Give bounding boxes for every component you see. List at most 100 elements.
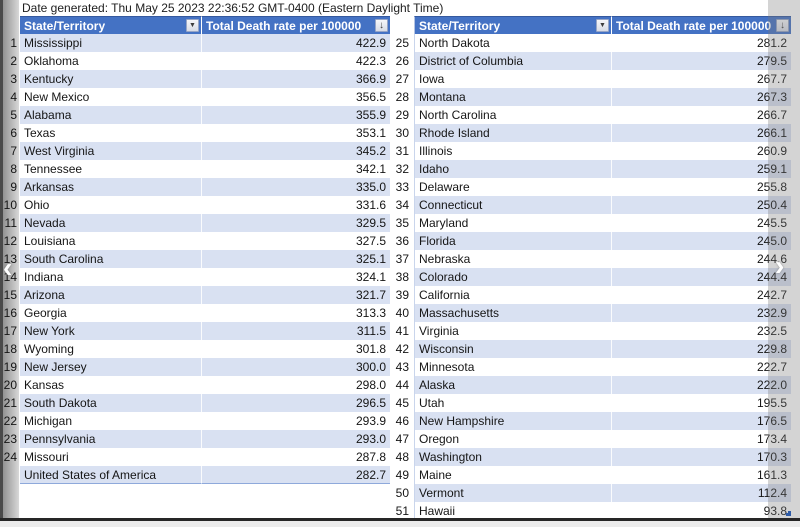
state-name-cell[interactable]: Minnesota [414, 358, 612, 376]
death-rate-cell[interactable]: 327.5 [355, 234, 386, 248]
state-name-cell[interactable]: Maine [414, 466, 612, 484]
state-name-cell[interactable]: Wisconsin [414, 340, 612, 358]
state-name-cell[interactable]: Oregon [414, 430, 612, 448]
state-name-cell[interactable]: Nevada [20, 214, 202, 232]
death-rate-cell[interactable]: 255.8 [756, 180, 787, 194]
death-rate-cell[interactable]: 313.3 [355, 306, 386, 320]
row-number[interactable]: 24 [3, 450, 17, 464]
row-number[interactable]: 11 [4, 216, 17, 230]
row-number[interactable]: 42 [390, 340, 414, 358]
state-name-cell[interactable]: Pennsylvania [20, 430, 202, 448]
state-name-cell[interactable]: South Dakota [20, 394, 202, 412]
state-name-cell[interactable]: Connecticut [414, 196, 612, 214]
row-number[interactable]: 39 [390, 286, 414, 304]
state-name-cell[interactable]: Vermont [414, 484, 612, 502]
death-rate-cell[interactable]: 245.5 [756, 216, 787, 230]
row-number[interactable]: 43 [390, 358, 414, 376]
state-name-cell[interactable]: Texas [20, 124, 202, 142]
death-rate-cell[interactable]: 422.3 [355, 54, 386, 68]
death-rate-cell[interactable]: 353.1 [355, 126, 386, 140]
row-number[interactable]: 21 [3, 396, 17, 410]
state-name-cell[interactable]: Nebraska [414, 250, 612, 268]
state-name-cell[interactable]: Kansas [20, 376, 202, 394]
state-name-cell[interactable]: Massachusetts [414, 304, 612, 322]
death-rate-cell[interactable]: 335.0 [202, 178, 390, 196]
state-name-cell[interactable]: New Mexico [20, 88, 202, 106]
row-number[interactable]: 45 [390, 394, 414, 412]
state-name-cell[interactable]: Utah [414, 394, 612, 412]
death-rate-cell[interactable]: 325.1 [202, 250, 390, 268]
state-name-cell[interactable]: West Virginia [20, 142, 202, 160]
row-number[interactable]: 29 [390, 106, 414, 124]
death-rate-cell[interactable]: 311.5 [202, 322, 390, 340]
state-name-cell[interactable]: Illinois [414, 142, 612, 160]
state-name-cell[interactable]: Wyoming [20, 340, 202, 358]
next-arrow-icon[interactable]: › [775, 250, 785, 281]
death-rate-cell[interactable]: 266.1 [612, 124, 791, 142]
row-number[interactable]: 16 [3, 306, 17, 320]
state-name-cell[interactable]: New Hampshire [414, 412, 612, 430]
death-rate-cell[interactable]: 250.4 [612, 196, 791, 214]
state-name-cell[interactable]: Maryland [414, 214, 612, 232]
death-rate-cell[interactable]: 329.5 [202, 214, 390, 232]
death-rate-cell[interactable]: 287.8 [355, 450, 386, 464]
row-number[interactable]: 5 [10, 108, 17, 122]
death-rate-cell[interactable]: 170.3 [612, 448, 791, 466]
state-territory-header[interactable]: State/Territory ▼ [20, 16, 202, 34]
state-name-cell[interactable]: Virginia [414, 322, 612, 340]
row-number[interactable]: 33 [390, 178, 414, 196]
row-number[interactable]: 2 [10, 54, 17, 68]
state-name-cell[interactable]: Ohio [20, 196, 202, 214]
state-name-cell[interactable]: Montana [414, 88, 612, 106]
table-resize-handle[interactable] [786, 511, 791, 516]
row-number[interactable]: 10 [3, 198, 17, 212]
sort-descending-filter-icon[interactable]: ↓ [375, 19, 388, 32]
row-number[interactable]: 13 [3, 252, 17, 266]
row-number[interactable] [3, 466, 20, 484]
row-number[interactable]: 46 [390, 412, 414, 430]
state-name-cell[interactable]: Rhode Island [414, 124, 612, 142]
row-number[interactable]: 34 [390, 196, 414, 214]
row-number[interactable]: 28 [390, 88, 414, 106]
row-number[interactable]: 47 [390, 430, 414, 448]
death-rate-cell[interactable]: 298.0 [355, 378, 386, 392]
death-rate-cell[interactable]: 422.9 [202, 34, 390, 52]
death-rate-cell[interactable]: 301.8 [355, 342, 386, 356]
death-rate-cell[interactable]: 267.3 [612, 88, 791, 106]
death-rate-cell[interactable]: 355.9 [202, 106, 390, 124]
state-name-cell[interactable]: Alabama [20, 106, 202, 124]
death-rate-cell[interactable]: 293.0 [202, 430, 390, 448]
row-number[interactable]: 22 [3, 414, 17, 428]
death-rate-cell[interactable]: 173.4 [756, 432, 787, 446]
row-number[interactable]: 26 [390, 52, 414, 70]
death-rate-header[interactable]: Total Death rate per 100000 ↓ [202, 16, 390, 34]
death-rate-cell[interactable]: 112.4 [612, 484, 791, 502]
state-name-cell[interactable]: Delaware [414, 178, 612, 196]
death-rate-cell[interactable]: 321.7 [202, 286, 390, 304]
state-name-cell[interactable]: New Jersey [20, 358, 202, 376]
state-name-cell[interactable]: Colorado [414, 268, 612, 286]
row-number[interactable]: 48 [390, 448, 414, 466]
state-name-cell[interactable]: Idaho [414, 160, 612, 178]
death-rate-cell[interactable]: 281.2 [756, 36, 787, 50]
row-number[interactable]: 20 [3, 378, 17, 392]
death-rate-cell[interactable]: 296.5 [202, 394, 390, 412]
row-number[interactable]: 3 [10, 72, 17, 86]
row-number[interactable]: 31 [390, 142, 414, 160]
row-number[interactable]: 35 [390, 214, 414, 232]
death-rate-cell[interactable]: 260.9 [756, 144, 787, 158]
death-rate-cell[interactable]: 222.0 [612, 376, 791, 394]
death-rate-cell[interactable]: 244.6 [756, 252, 787, 266]
state-name-cell[interactable]: Oklahoma [20, 52, 202, 70]
state-territory-header[interactable]: State/Territory ▼ [414, 16, 612, 34]
row-number[interactable]: 8 [10, 162, 17, 176]
death-rate-cell[interactable]: 229.8 [612, 340, 791, 358]
state-name-cell[interactable]: Mississippi [20, 34, 202, 52]
death-rate-cell[interactable]: 222.7 [756, 360, 787, 374]
state-name-cell[interactable]: Tennessee [20, 160, 202, 178]
death-rate-cell[interactable]: 176.5 [612, 412, 791, 430]
row-number[interactable]: 37 [390, 250, 414, 268]
death-rate-cell[interactable]: 345.2 [202, 142, 390, 160]
state-name-cell[interactable]: North Carolina [414, 106, 612, 124]
state-name-cell[interactable]: Arizona [20, 286, 202, 304]
